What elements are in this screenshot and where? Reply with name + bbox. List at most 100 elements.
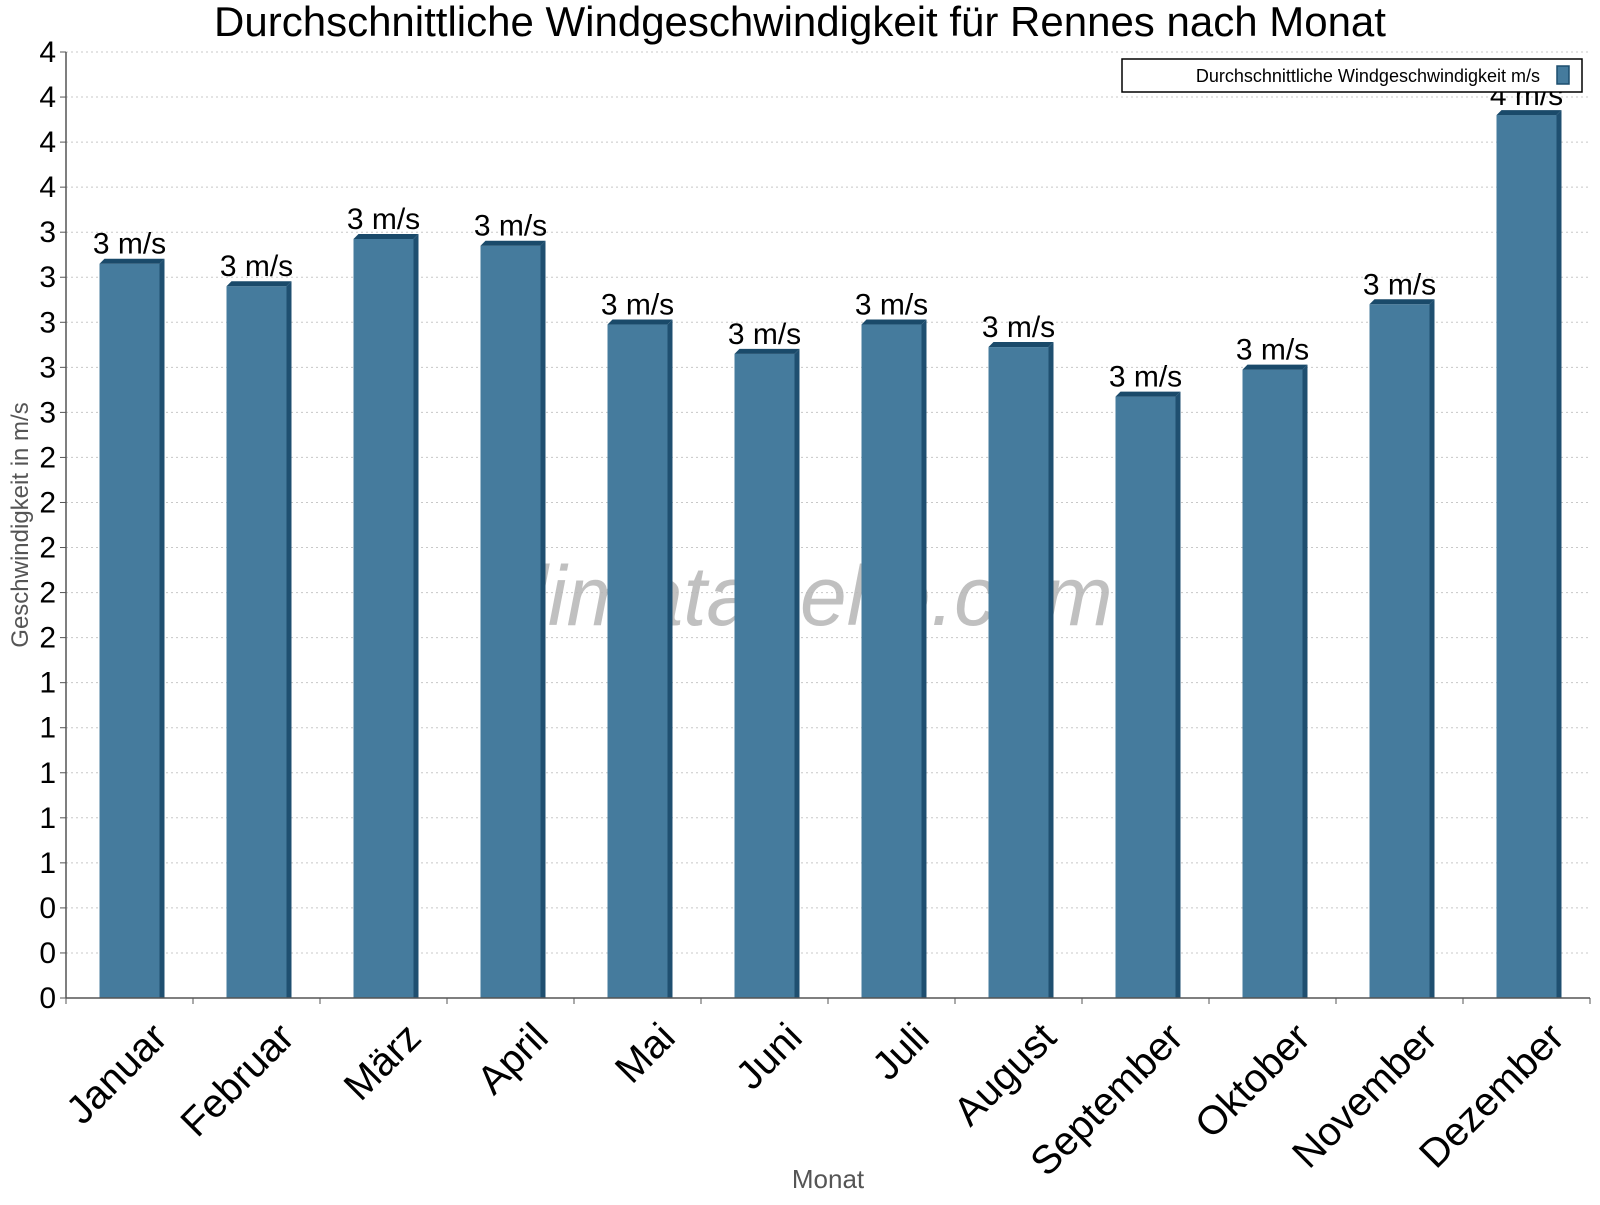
y-tick-label: 4 <box>39 81 56 114</box>
data-label: 3 m/s <box>1236 334 1309 367</box>
bar-face <box>988 347 1049 998</box>
bar-top <box>1242 364 1308 370</box>
bar <box>734 348 800 998</box>
bar-side <box>1175 391 1181 999</box>
bars <box>99 110 1562 999</box>
y-tick-labels: 0 0 0 1 1 1 1 1 2 2 2 2 2 3 3 3 3 3 4 4 4 4 <box>39 36 56 1015</box>
x-axis-title: Monat <box>792 1164 865 1194</box>
x-tick-label: Mai <box>607 1015 684 1092</box>
y-tick-label: 2 <box>39 486 56 519</box>
data-label: 3 m/s <box>601 289 674 322</box>
bar-face <box>734 353 795 998</box>
x-tick-label: Juni <box>728 1015 811 1098</box>
x-tick-label: August <box>945 1015 1064 1134</box>
bar-face <box>99 263 160 998</box>
bar <box>861 319 927 998</box>
y-tick-label: 2 <box>39 532 56 565</box>
chart-title: Durchschnittliche Windgeschwindigkeit fü… <box>214 0 1386 45</box>
data-label: 3 m/s <box>93 228 166 261</box>
bar-face <box>861 324 922 998</box>
y-tick-label: 1 <box>39 847 56 880</box>
x-tick-label: Februar <box>173 1015 303 1145</box>
bar <box>353 233 419 998</box>
data-label: 3 m/s <box>1109 361 1182 394</box>
y-tick-label: 3 <box>39 396 56 429</box>
bar-face <box>1242 369 1303 999</box>
bar <box>226 281 292 998</box>
y-tick-label: 0 <box>39 982 56 1015</box>
data-label: 3 m/s <box>982 311 1055 344</box>
bar-face <box>226 286 287 998</box>
bar-top <box>734 348 800 354</box>
data-labels: 3 m/s 3 m/s 3 m/s 3 m/s 3 m/s 3 m/s 3 m/s 3 m/s… <box>93 79 1563 394</box>
bar-side <box>413 233 419 998</box>
bar-side <box>159 258 165 998</box>
data-label: 3 m/s <box>474 210 547 243</box>
bar-side <box>921 319 927 998</box>
legend-label: Durchschnittliche Windgeschwindigkeit m/… <box>1196 66 1540 86</box>
bar-face <box>480 245 541 998</box>
bar <box>1369 299 1435 998</box>
x-tick-label: Juli <box>864 1015 938 1089</box>
bar-side <box>286 281 292 998</box>
bar-top <box>226 281 292 287</box>
legend-box <box>1121 58 1583 93</box>
y-tick-label: 4 <box>39 36 56 69</box>
y-tick-label: 4 <box>39 126 56 159</box>
y-tick-label: 0 <box>39 892 56 925</box>
bar-side <box>1429 299 1435 998</box>
bar <box>1115 391 1181 999</box>
bar-side <box>667 319 673 998</box>
y-tick-label: 1 <box>39 667 56 700</box>
x-tick-label: Januar <box>58 1015 176 1133</box>
y-tick-label: 1 <box>39 757 56 790</box>
bar <box>607 319 673 998</box>
bar-top <box>353 233 419 239</box>
bar-side <box>540 240 546 998</box>
bar-side <box>794 348 800 998</box>
y-tick-label: 2 <box>39 441 56 474</box>
grid-lines <box>66 51 1590 999</box>
y-tick-label: 2 <box>39 577 56 610</box>
x-tick-label: April <box>469 1015 557 1103</box>
bar-top <box>1369 299 1435 305</box>
bar-face <box>1115 396 1176 999</box>
bar-top <box>988 342 1054 348</box>
legend-swatch <box>1556 65 1570 85</box>
data-label: 3 m/s <box>220 250 293 283</box>
bar-side <box>1048 342 1054 998</box>
x-tick-label: März <box>336 1015 430 1109</box>
bar-top <box>861 319 927 325</box>
bar <box>988 342 1054 998</box>
y-tick-label: 2 <box>39 622 56 655</box>
y-tick-label: 3 <box>39 351 56 384</box>
data-label: 3 m/s <box>855 289 928 322</box>
bar-side <box>1556 110 1562 999</box>
data-label: 3 m/s <box>1363 268 1436 301</box>
bar-face <box>607 324 668 998</box>
bar-top <box>1115 391 1181 397</box>
bar-face <box>1496 115 1557 999</box>
bar-face <box>1369 304 1430 998</box>
data-label: 3 m/s <box>347 203 420 236</box>
y-tick-label: 0 <box>39 937 56 970</box>
y-tick-label: 3 <box>39 306 56 339</box>
y-tick-label: 3 <box>39 216 56 249</box>
x-tick-label: Oktober <box>1187 1015 1319 1147</box>
bar <box>1496 110 1562 999</box>
y-tick-label: 4 <box>39 171 56 204</box>
y-tick-label: 1 <box>39 802 56 835</box>
bar-top <box>607 319 673 325</box>
bar-top <box>99 258 165 264</box>
bar <box>1242 364 1308 999</box>
data-label: 3 m/s <box>728 318 801 351</box>
bar <box>99 258 165 998</box>
y-axis-title: Geschwindigkeit in m/s <box>7 402 34 647</box>
legend: Durchschnittliche Windgeschwindigkeit m/… <box>1121 58 1583 93</box>
axes <box>60 51 1591 1004</box>
y-tick-label: 1 <box>39 712 56 745</box>
bar-top <box>480 240 546 246</box>
